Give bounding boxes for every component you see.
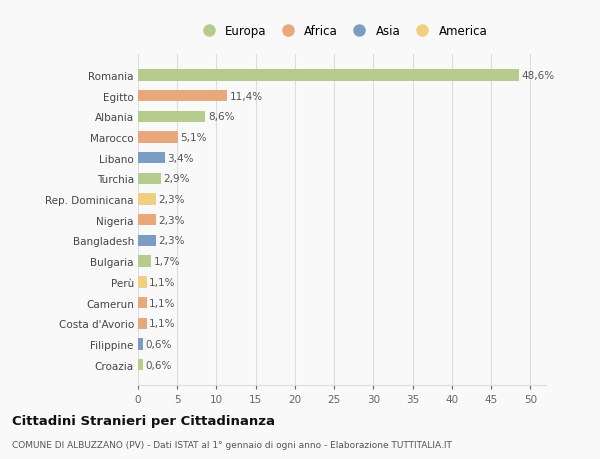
Text: 48,6%: 48,6% — [521, 71, 555, 81]
Bar — [138, 174, 161, 185]
Bar — [138, 339, 143, 350]
Bar — [138, 132, 178, 143]
Legend: Europa, Africa, Asia, America: Europa, Africa, Asia, America — [193, 21, 491, 41]
Text: 1,7%: 1,7% — [154, 257, 180, 267]
Bar — [138, 112, 205, 123]
Bar — [138, 297, 146, 308]
Text: 11,4%: 11,4% — [230, 91, 263, 101]
Text: 2,3%: 2,3% — [158, 215, 185, 225]
Bar — [138, 235, 156, 246]
Text: 8,6%: 8,6% — [208, 112, 235, 122]
Text: Cittadini Stranieri per Cittadinanza: Cittadini Stranieri per Cittadinanza — [12, 414, 275, 428]
Text: 2,3%: 2,3% — [158, 236, 185, 246]
Bar — [138, 153, 164, 164]
Text: COMUNE DI ALBUZZANO (PV) - Dati ISTAT al 1° gennaio di ogni anno - Elaborazione : COMUNE DI ALBUZZANO (PV) - Dati ISTAT al… — [12, 441, 452, 449]
Text: 2,9%: 2,9% — [163, 174, 190, 184]
Text: 3,4%: 3,4% — [167, 153, 194, 163]
Text: 2,3%: 2,3% — [158, 195, 185, 205]
Text: 1,1%: 1,1% — [149, 298, 175, 308]
Text: 0,6%: 0,6% — [145, 360, 172, 370]
Bar — [138, 359, 143, 370]
Bar — [138, 70, 520, 81]
Bar — [138, 277, 146, 288]
Bar — [138, 91, 227, 102]
Bar — [138, 318, 146, 329]
Bar — [138, 215, 156, 226]
Bar — [138, 256, 151, 267]
Bar — [138, 194, 156, 205]
Text: 0,6%: 0,6% — [145, 339, 172, 349]
Text: 5,1%: 5,1% — [181, 133, 207, 143]
Text: 1,1%: 1,1% — [149, 277, 175, 287]
Text: 1,1%: 1,1% — [149, 319, 175, 329]
